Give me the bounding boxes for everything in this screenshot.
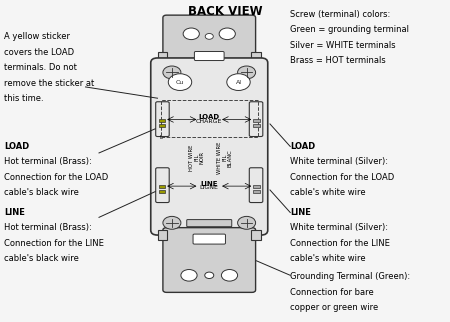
Text: Connection for the LOAD: Connection for the LOAD — [290, 173, 395, 182]
Text: Grounding Terminal (Green):: Grounding Terminal (Green): — [290, 272, 410, 281]
Circle shape — [219, 28, 235, 40]
Bar — [158, 230, 167, 240]
Text: Connection for the LOAD: Connection for the LOAD — [4, 173, 109, 182]
Text: LINE: LINE — [201, 181, 218, 186]
Text: BACK VIEW: BACK VIEW — [188, 5, 262, 18]
Text: L: L — [160, 135, 163, 140]
Circle shape — [221, 270, 238, 281]
Text: LOAD: LOAD — [4, 142, 30, 151]
Text: cable's black wire: cable's black wire — [4, 188, 79, 197]
Text: covers the LOAD: covers the LOAD — [4, 48, 75, 57]
Text: White terminal (Silver):: White terminal (Silver): — [290, 223, 388, 232]
Bar — [251, 230, 261, 240]
FancyBboxPatch shape — [193, 234, 225, 244]
Text: cable's white wire: cable's white wire — [290, 254, 366, 263]
Text: Screw (terminal) colors:: Screw (terminal) colors: — [290, 10, 391, 19]
Bar — [159, 119, 165, 122]
Text: Green = grounding terminal: Green = grounding terminal — [290, 25, 409, 34]
Text: LINE: LINE — [4, 208, 25, 217]
Bar — [161, 100, 258, 137]
Bar — [253, 119, 260, 122]
FancyBboxPatch shape — [151, 58, 268, 235]
Bar — [253, 190, 260, 193]
Text: this time.: this time. — [4, 94, 44, 103]
Circle shape — [238, 216, 256, 229]
Circle shape — [183, 28, 199, 40]
Text: LOAD: LOAD — [199, 114, 220, 120]
FancyBboxPatch shape — [163, 15, 256, 67]
Circle shape — [205, 272, 214, 279]
Text: cable's black wire: cable's black wire — [4, 254, 79, 263]
Text: A yellow sticker: A yellow sticker — [4, 32, 71, 41]
Bar — [159, 124, 165, 127]
Text: Hot terminal (Brass):: Hot terminal (Brass): — [4, 157, 92, 166]
Text: CHARGE: CHARGE — [196, 119, 222, 124]
Circle shape — [163, 66, 181, 79]
FancyBboxPatch shape — [156, 102, 169, 137]
Bar — [158, 52, 167, 62]
FancyBboxPatch shape — [249, 102, 263, 137]
Text: remove the sticker at: remove the sticker at — [4, 79, 95, 88]
Bar — [159, 190, 165, 193]
Text: Silver = WHITE terminals: Silver = WHITE terminals — [290, 41, 396, 50]
Bar — [253, 185, 260, 188]
Text: WHITE WIRE
FIL
BLANC: WHITE WIRE FIL BLANC — [217, 142, 233, 174]
FancyBboxPatch shape — [249, 168, 263, 203]
Circle shape — [227, 74, 250, 90]
Circle shape — [205, 33, 213, 39]
Circle shape — [168, 74, 192, 90]
Bar — [251, 52, 261, 62]
Text: Connection for the LINE: Connection for the LINE — [4, 239, 104, 248]
Text: cable's white wire: cable's white wire — [290, 188, 366, 197]
Text: Cu: Cu — [176, 80, 184, 85]
Text: White terminal (Silver):: White terminal (Silver): — [290, 157, 388, 166]
Text: terminals. Do not: terminals. Do not — [4, 63, 77, 72]
FancyBboxPatch shape — [163, 228, 256, 292]
Text: Connection for the LINE: Connection for the LINE — [290, 239, 390, 248]
FancyBboxPatch shape — [187, 220, 232, 227]
Circle shape — [181, 270, 197, 281]
Bar — [253, 124, 260, 127]
FancyBboxPatch shape — [156, 168, 169, 203]
Circle shape — [238, 66, 256, 79]
Text: Connection for bare: Connection for bare — [290, 288, 374, 297]
Circle shape — [163, 216, 181, 229]
Text: LOAD: LOAD — [290, 142, 315, 151]
Text: LINE: LINE — [290, 208, 311, 217]
FancyBboxPatch shape — [194, 52, 224, 61]
Text: Hot terminal (Brass):: Hot terminal (Brass): — [4, 223, 92, 232]
Text: Brass = HOT terminals: Brass = HOT terminals — [290, 56, 386, 65]
Text: Al: Al — [235, 80, 242, 85]
Text: LIGNE: LIGNE — [200, 185, 219, 190]
Text: HOT WIRE
FIL
NOIR: HOT WIRE FIL NOIR — [189, 145, 205, 171]
Bar — [159, 185, 165, 188]
Text: copper or green wire: copper or green wire — [290, 303, 378, 312]
